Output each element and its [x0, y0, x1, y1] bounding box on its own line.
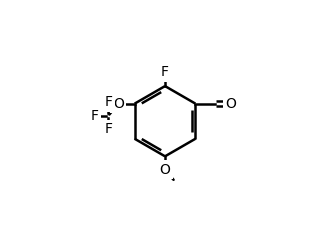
Text: F: F: [161, 65, 169, 79]
Text: O: O: [160, 163, 170, 177]
Text: F: F: [90, 109, 99, 123]
Text: O: O: [113, 97, 124, 111]
Text: F: F: [104, 122, 112, 136]
Text: F: F: [104, 95, 112, 109]
Text: O: O: [225, 97, 236, 111]
